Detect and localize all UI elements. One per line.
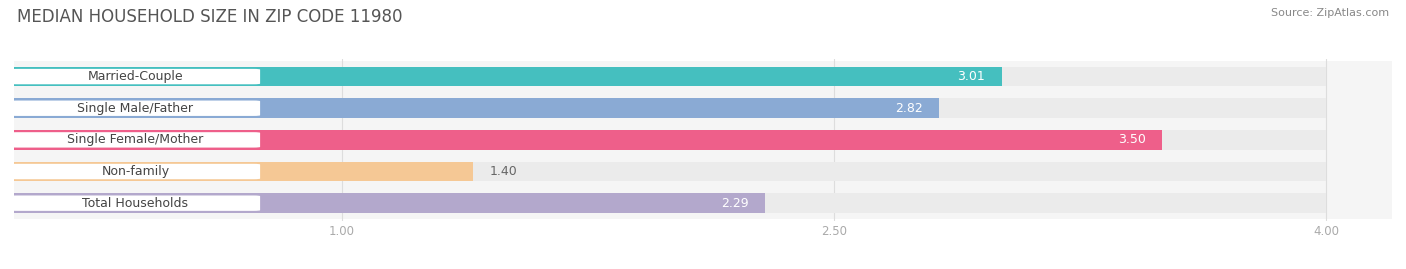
FancyBboxPatch shape — [11, 164, 260, 179]
Bar — [14, 130, 1326, 150]
Text: 3.50: 3.50 — [1118, 133, 1146, 146]
FancyBboxPatch shape — [11, 101, 260, 116]
Bar — [14, 98, 1326, 118]
Text: 1.40: 1.40 — [489, 165, 517, 178]
Bar — [14, 124, 1392, 156]
Bar — [14, 67, 1326, 86]
Bar — [14, 98, 939, 118]
Bar — [14, 156, 1392, 187]
Bar — [14, 130, 1163, 150]
Bar — [14, 67, 1001, 86]
Bar — [14, 187, 1392, 219]
Text: Married-Couple: Married-Couple — [87, 70, 183, 83]
Text: Single Male/Father: Single Male/Father — [77, 102, 194, 115]
Bar — [14, 193, 765, 213]
Text: Source: ZipAtlas.com: Source: ZipAtlas.com — [1271, 8, 1389, 18]
FancyBboxPatch shape — [11, 196, 260, 211]
Text: 3.01: 3.01 — [957, 70, 986, 83]
Bar — [14, 162, 474, 181]
FancyBboxPatch shape — [11, 132, 260, 148]
Bar — [14, 61, 1392, 93]
Text: 2.29: 2.29 — [721, 197, 749, 210]
FancyBboxPatch shape — [11, 69, 260, 84]
Bar — [14, 193, 1326, 213]
Bar — [14, 93, 1392, 124]
Bar — [14, 162, 1326, 181]
Text: MEDIAN HOUSEHOLD SIZE IN ZIP CODE 11980: MEDIAN HOUSEHOLD SIZE IN ZIP CODE 11980 — [17, 8, 402, 26]
Text: Total Households: Total Households — [83, 197, 188, 210]
Text: Non-family: Non-family — [101, 165, 170, 178]
Text: Single Female/Mother: Single Female/Mother — [67, 133, 204, 146]
Text: 2.82: 2.82 — [896, 102, 922, 115]
